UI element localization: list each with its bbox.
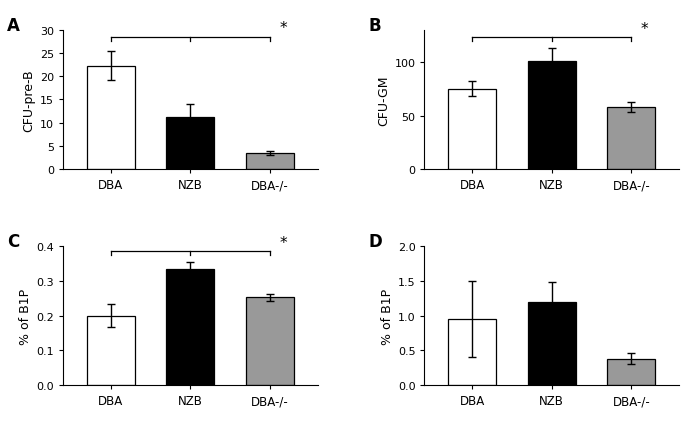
Bar: [246, 298, 294, 385]
Bar: [167, 117, 214, 170]
Bar: [448, 89, 496, 170]
Text: *: *: [279, 235, 287, 250]
Bar: [528, 302, 575, 385]
Text: *: *: [640, 22, 648, 37]
Bar: [608, 108, 655, 170]
Bar: [87, 67, 134, 170]
Bar: [246, 154, 294, 170]
Bar: [528, 62, 575, 170]
Y-axis label: CFU-GM: CFU-GM: [377, 75, 391, 125]
Text: A: A: [7, 17, 20, 35]
Bar: [448, 319, 496, 385]
Bar: [167, 269, 214, 385]
Text: B: B: [368, 17, 381, 35]
Bar: [87, 316, 134, 385]
Text: D: D: [368, 233, 382, 251]
Y-axis label: % of B1P: % of B1P: [19, 288, 32, 344]
Y-axis label: CFU-pre-B: CFU-pre-B: [22, 69, 36, 131]
Text: *: *: [279, 21, 287, 36]
Bar: [608, 359, 655, 385]
Text: C: C: [7, 233, 20, 251]
Y-axis label: % of B1P: % of B1P: [381, 288, 393, 344]
